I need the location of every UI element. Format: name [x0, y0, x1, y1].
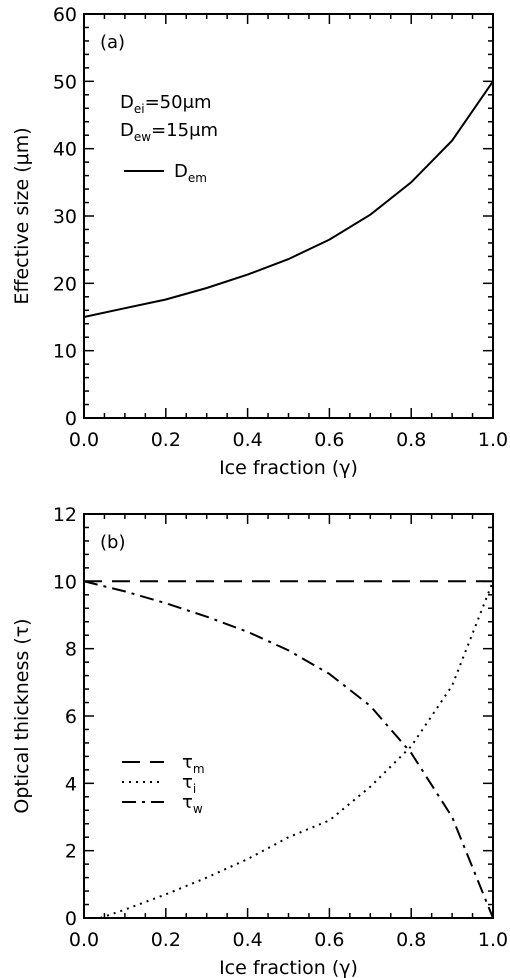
annotation-text: Dew=15μm — [120, 120, 218, 144]
series-line-dotted — [100, 580, 494, 919]
y-tick-label: 30 — [53, 206, 77, 228]
y-tick-label: 8 — [65, 639, 77, 661]
x-tick-label: 0.2 — [151, 429, 181, 451]
x-tick-label: 0.4 — [232, 929, 262, 951]
y-tick-label: 40 — [53, 139, 77, 161]
plot-frame — [83, 513, 494, 919]
x-tick-label: 0.2 — [151, 929, 181, 951]
legend-label: τw — [182, 792, 203, 816]
y-tick-label: 60 — [53, 4, 77, 26]
legend-label: Dem — [174, 161, 207, 185]
y-tick-label: 20 — [53, 273, 77, 295]
y-tick-label: 50 — [53, 71, 77, 93]
legend-label: τm — [182, 752, 205, 776]
x-tick-label: 0.0 — [69, 929, 99, 951]
y-axis-title: Effective size (μm) — [11, 127, 33, 304]
plot-frame — [83, 13, 494, 419]
x-tick-label: 1.0 — [478, 429, 508, 451]
x-tick-label: 1.0 — [478, 929, 508, 951]
legend-label: τi — [182, 772, 196, 796]
panel-b-optical-thickness: 0.0 0.2 0.4 0.6 0.8 1.0 0 2 4 6 8 10 12 Ice fraction … — [11, 504, 508, 978]
y-tick-label: 10 — [53, 341, 77, 363]
panel-label: (b) — [100, 532, 125, 553]
y-tick-label: 4 — [65, 773, 77, 795]
series-line-dashdot — [83, 580, 494, 919]
panel-label: (a) — [100, 32, 125, 53]
x-tick-label: 0.8 — [396, 429, 426, 451]
x-tick-label: 0.6 — [314, 929, 344, 951]
x-tick-label: 0.8 — [396, 929, 426, 951]
y-tick-label: 2 — [65, 841, 77, 863]
x-tick-label: 0.0 — [69, 429, 99, 451]
x-tick-label: 0.6 — [314, 429, 344, 451]
series-line-solid — [83, 80, 494, 318]
y-tick-label: 12 — [53, 504, 77, 526]
y-tick-label: 0 — [65, 908, 77, 930]
y-tick-label: 10 — [53, 571, 77, 593]
y-axis-title: Optical thickness (τ) — [11, 618, 33, 813]
panel-a-effective-size: 0.0 0.2 0.4 0.6 0.8 1.0 0 10 20 30 40 50 60 Ice fract… — [11, 4, 508, 479]
y-tick-label: 6 — [65, 706, 77, 728]
x-axis-title: Ice fraction (γ) — [219, 957, 358, 978]
x-axis-title: Ice fraction (γ) — [219, 457, 358, 479]
x-tick-label: 0.4 — [232, 429, 262, 451]
annotation-text: Dei=50μm — [120, 92, 212, 116]
y-tick-label: 0 — [65, 408, 77, 430]
